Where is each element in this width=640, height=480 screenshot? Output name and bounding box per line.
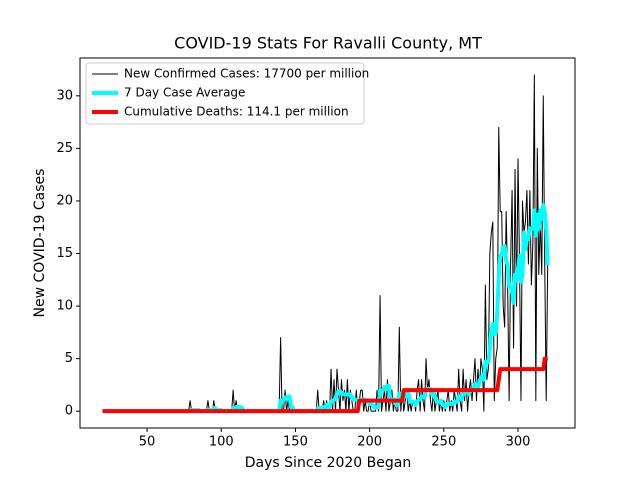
legend-label: 7 Day Case Average xyxy=(124,86,245,100)
legend: New Confirmed Cases: 17700 per million 7 … xyxy=(85,62,369,125)
y-tick-label: 20 xyxy=(56,193,73,208)
y-tick-label: 10 xyxy=(56,299,73,314)
plot-area xyxy=(102,74,550,414)
y-tick-label: 5 xyxy=(65,351,73,366)
y-axis-label: New COVID-19 Cases xyxy=(32,169,48,318)
x-axis-label: Days Since 2020 Began xyxy=(245,455,411,471)
x-tick-label: 150 xyxy=(283,435,308,450)
y-tick-label: 30 xyxy=(56,88,73,103)
legend-box xyxy=(85,62,365,125)
axes-frame xyxy=(79,57,576,429)
x-tick-label: 100 xyxy=(209,435,234,450)
x-tick-label: 50 xyxy=(139,435,156,450)
legend-label: New Confirmed Cases: 17700 per million xyxy=(124,67,369,81)
x-tick-label: 250 xyxy=(431,435,456,450)
y-tick-label: 0 xyxy=(65,404,73,419)
y-tick-label: 25 xyxy=(56,141,73,156)
x-tick-label: 300 xyxy=(506,435,531,450)
y-tick-label: 15 xyxy=(56,246,73,261)
chart-title: COVID-19 Stats For Ravalli County, MT xyxy=(174,34,482,53)
legend-label: Cumulative Deaths: 114.1 per million xyxy=(124,105,349,119)
series-line xyxy=(102,356,549,414)
x-tick-label: 200 xyxy=(357,435,382,450)
